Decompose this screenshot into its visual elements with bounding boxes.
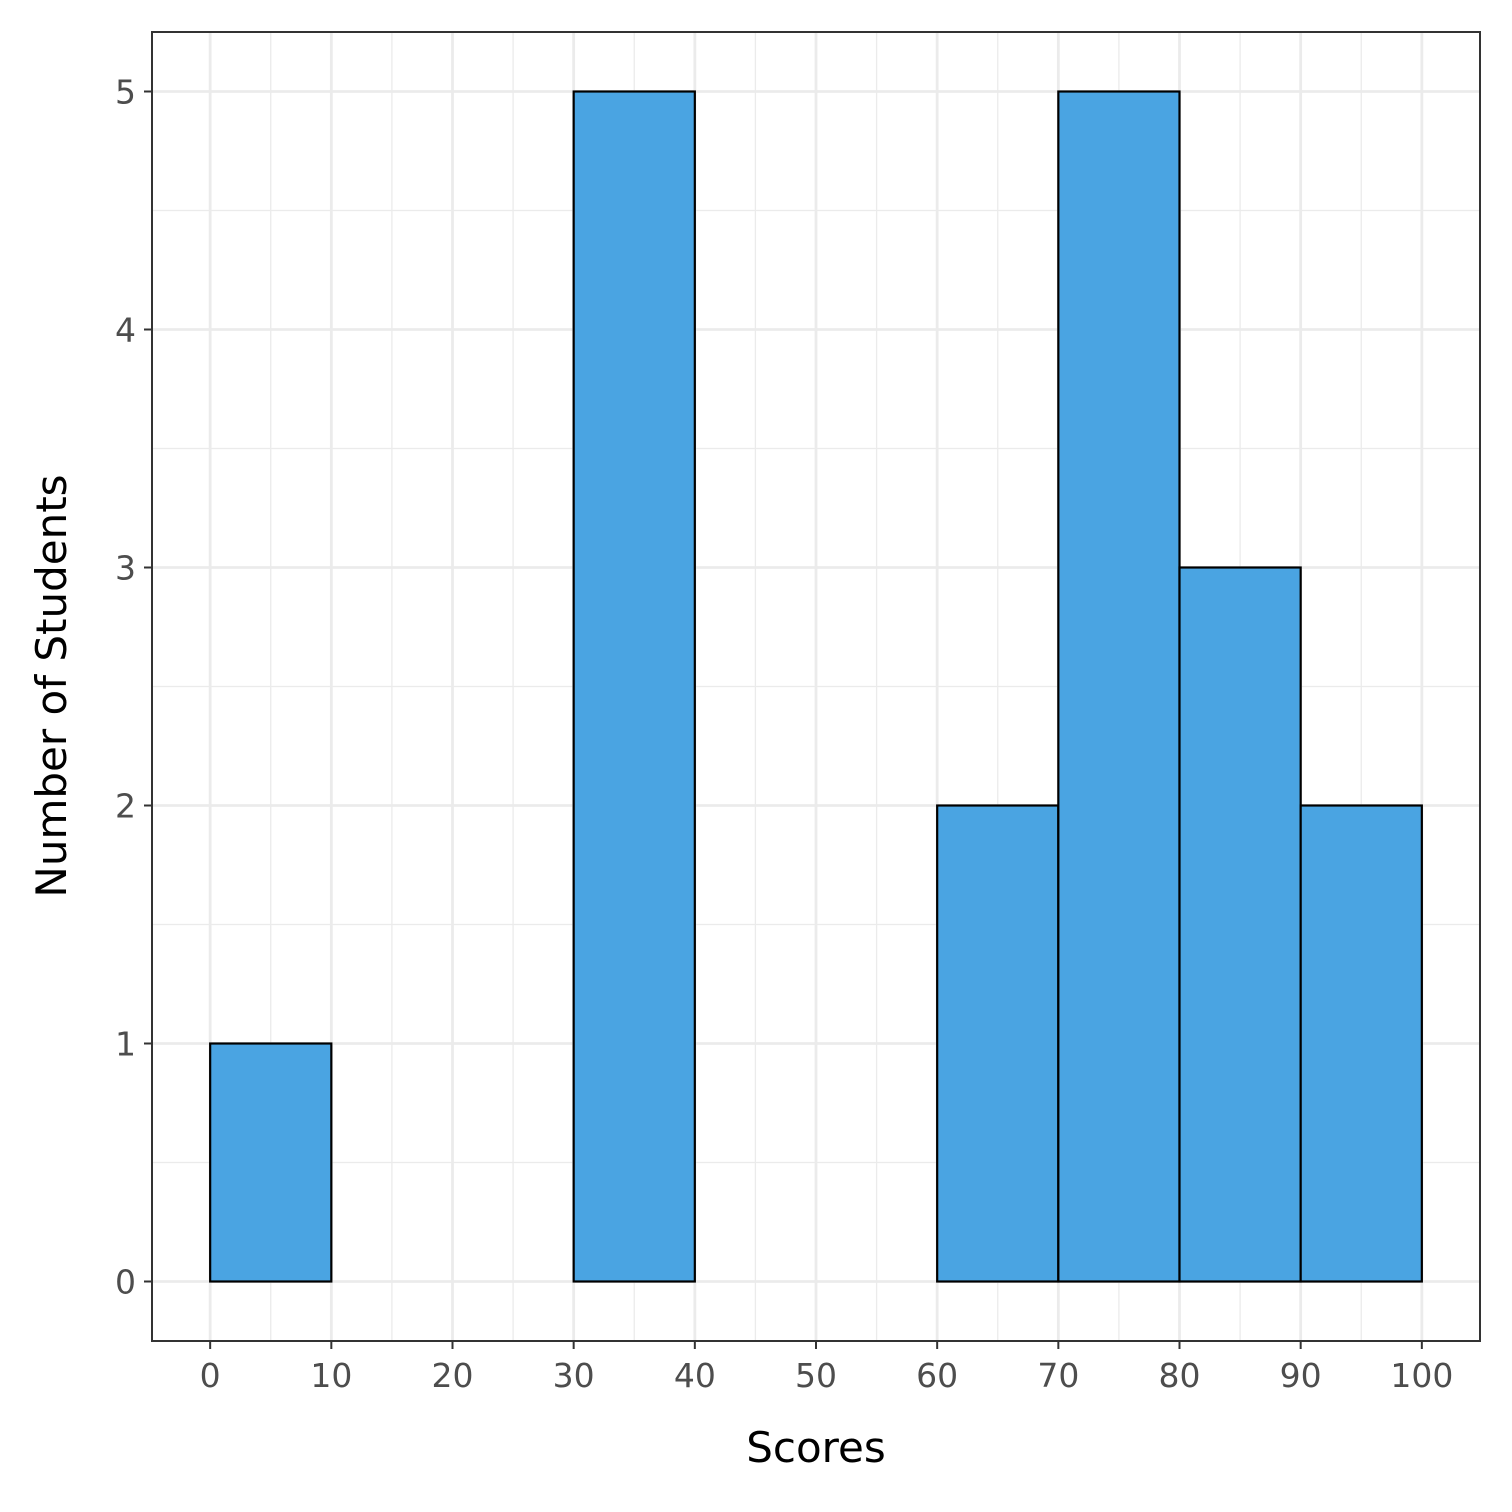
histogram-bar <box>936 804 1060 1283</box>
x-axis: 0 10 20 30 40 50 60 70 80 90 100 <box>200 1341 1453 1395</box>
x-tick-label: 90 <box>1280 1356 1322 1395</box>
x-tick-label: 10 <box>310 1356 352 1395</box>
x-tick-label: 70 <box>1037 1356 1079 1395</box>
x-tick-label: 0 <box>200 1356 221 1395</box>
histogram-bars <box>209 90 1423 1283</box>
y-tick-label: 5 <box>115 73 136 112</box>
histogram-bar <box>209 1042 333 1283</box>
x-tick-label: 20 <box>431 1356 473 1395</box>
x-tick-label: 80 <box>1159 1356 1201 1395</box>
y-axis-title: Number of Students <box>27 474 76 897</box>
histogram-bar <box>1178 566 1302 1283</box>
y-axis: 0 1 2 3 4 5 <box>115 73 152 1302</box>
histogram-bar <box>572 90 696 1283</box>
y-tick-label: 4 <box>115 311 136 350</box>
x-tick-label: 40 <box>674 1356 716 1395</box>
x-tick-label: 100 <box>1390 1356 1453 1395</box>
y-tick-label: 2 <box>115 787 136 826</box>
y-tick-label: 1 <box>115 1025 136 1064</box>
x-tick-label: 60 <box>916 1356 958 1395</box>
histogram-bar <box>1057 90 1181 1283</box>
y-tick-label: 0 <box>115 1263 136 1302</box>
x-axis-title: Scores <box>746 1423 886 1472</box>
histogram-bar <box>1299 804 1423 1283</box>
x-tick-label: 50 <box>795 1356 837 1395</box>
x-tick-label: 30 <box>553 1356 595 1395</box>
y-tick-label: 3 <box>115 549 136 588</box>
